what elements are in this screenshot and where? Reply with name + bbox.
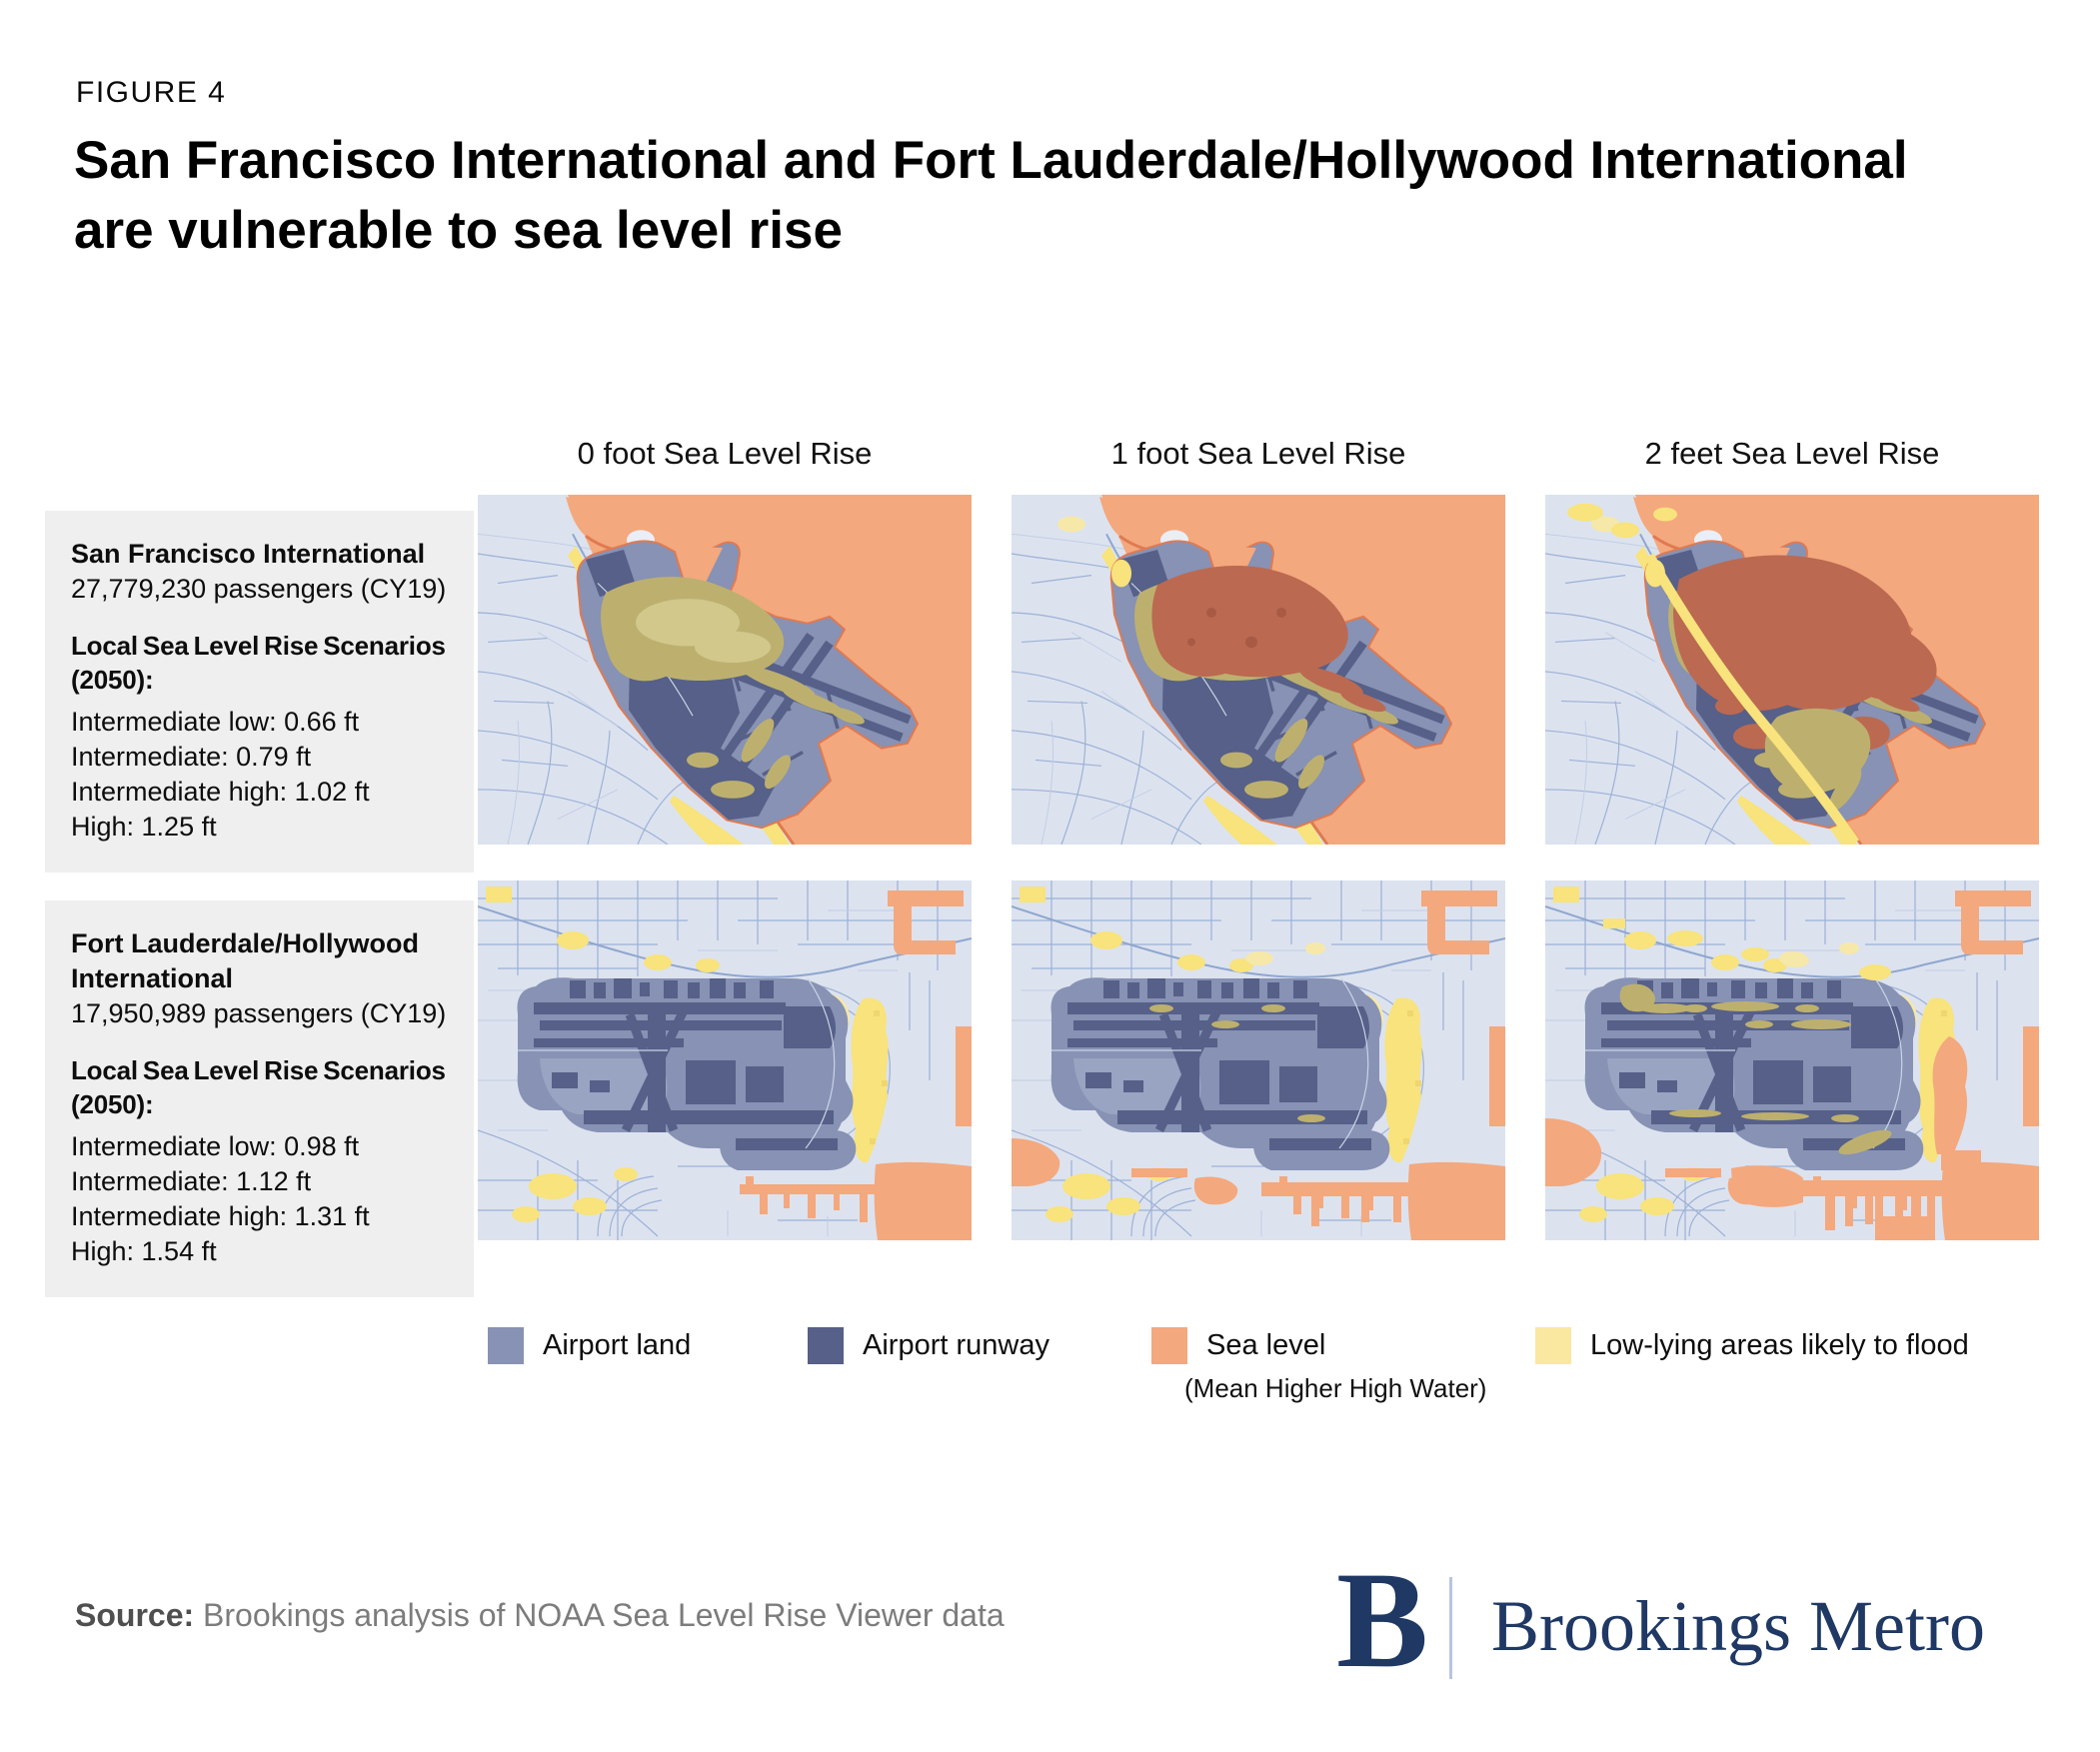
scenario-line: Intermediate high: 1.31 ft bbox=[71, 1201, 370, 1231]
scenarios-heading: Local Sea Level Rise Scenarios (2050): bbox=[71, 1055, 446, 1119]
legend-item-airport-land: Airport land bbox=[488, 1327, 691, 1364]
airport-name: San Francisco International bbox=[71, 539, 426, 569]
legend-label: Sea level bbox=[1206, 1329, 1326, 1361]
source-text: Brookings analysis of NOAA Sea Level Ris… bbox=[194, 1597, 1005, 1633]
airport-panel-fll: Fort Lauderdale/Hollywood International … bbox=[45, 900, 474, 1297]
airport-land-swatch-icon bbox=[488, 1327, 524, 1364]
scenario-line: Intermediate high: 1.02 ft bbox=[71, 777, 370, 807]
source-label: Source: bbox=[75, 1597, 195, 1633]
airport-panel-sfo: San Francisco International 27,779,230 p… bbox=[45, 511, 474, 873]
figure-title: San Francisco International and Fort Lau… bbox=[74, 131, 1908, 260]
map-fll-2ft bbox=[1545, 880, 2039, 1240]
legend-sublabel-mhhw: (Mean Higher High Water) bbox=[1184, 1373, 1487, 1403]
scenario-line: Intermediate: 0.79 ft bbox=[71, 742, 312, 772]
sea-level-swatch-icon bbox=[1151, 1327, 1187, 1364]
scenario-line: Intermediate: 1.12 ft bbox=[71, 1166, 312, 1196]
logo-divider bbox=[1449, 1577, 1452, 1679]
map-fll-1ft bbox=[1012, 880, 1505, 1240]
low-lying-swatch-icon bbox=[1535, 1327, 1571, 1364]
legend-label: Low-lying areas likely to flood bbox=[1590, 1329, 1969, 1361]
figure-label: FIGURE 4 bbox=[76, 76, 227, 109]
legend-item-low-lying: Low-lying areas likely to flood bbox=[1535, 1327, 1969, 1364]
scenario-line: High: 1.54 ft bbox=[71, 1236, 217, 1266]
column-header-2ft: 2 feet Sea Level Rise bbox=[1644, 436, 1940, 471]
airport-name: Fort Lauderdale/Hollywood International bbox=[71, 928, 420, 993]
airport-runway-swatch-icon bbox=[808, 1327, 844, 1364]
legend-item-airport-runway: Airport runway bbox=[808, 1327, 1050, 1364]
column-header-1ft: 1 foot Sea Level Rise bbox=[1110, 436, 1406, 471]
source-line: Source: Brookings analysis of NOAA Sea L… bbox=[75, 1597, 1005, 1634]
map-sfo-0ft bbox=[478, 495, 972, 845]
logo-wordmark: Brookings Metro bbox=[1491, 1586, 1985, 1666]
airport-passengers: 27,779,230 passengers (CY19) bbox=[71, 574, 447, 604]
scenario-line: High: 1.25 ft bbox=[71, 812, 217, 842]
scenario-line: Intermediate low: 0.66 ft bbox=[71, 707, 360, 737]
logo-monogram: B bbox=[1336, 1543, 1429, 1696]
legend-label: Airport land bbox=[543, 1329, 692, 1361]
map-sfo-1ft bbox=[1012, 495, 1505, 845]
map-sfo-2ft bbox=[1545, 495, 2039, 845]
column-header-0ft: 0 foot Sea Level Rise bbox=[577, 436, 873, 471]
legend-item-sea-level: Sea level bbox=[1151, 1327, 1325, 1364]
map-fll-0ft bbox=[478, 880, 972, 1240]
legend-label: Airport runway bbox=[863, 1329, 1050, 1361]
scenario-line: Intermediate low: 0.98 ft bbox=[71, 1131, 360, 1161]
airport-passengers: 17,950,989 passengers (CY19) bbox=[71, 998, 447, 1028]
scenarios-heading: Local Sea Level Rise Scenarios (2050): bbox=[71, 631, 446, 695]
